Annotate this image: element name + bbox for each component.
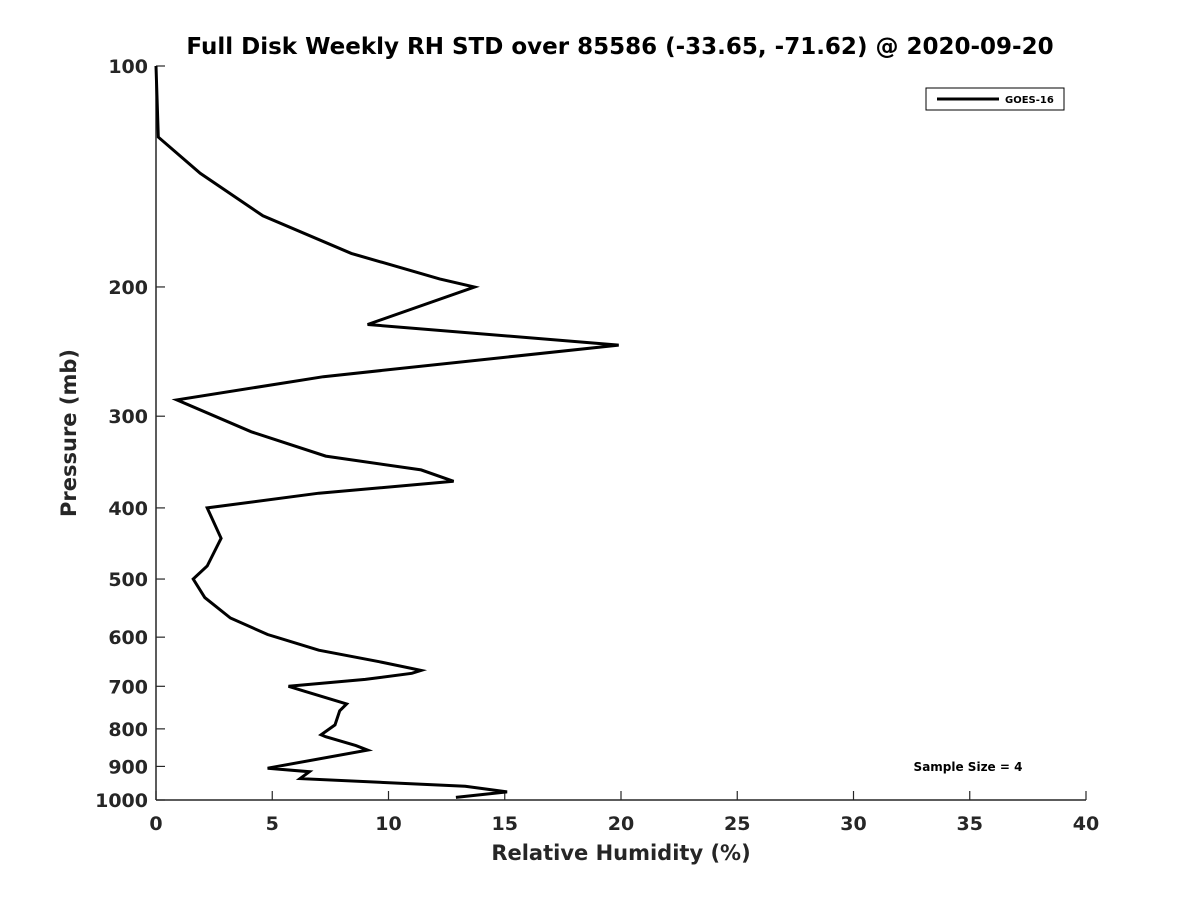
y-tick-label: 300 bbox=[108, 406, 148, 428]
x-tick-label: 15 bbox=[492, 813, 518, 835]
x-ticks: 0 5 10 15 20 25 30 35 40 bbox=[149, 791, 1099, 835]
y-tick-label: 800 bbox=[108, 719, 148, 741]
x-tick-label: 30 bbox=[840, 813, 866, 835]
y-tick-label: 100 bbox=[108, 56, 148, 78]
series-line-goes16 bbox=[154, 65, 619, 799]
x-axis-label: Relative Humidity (%) bbox=[491, 841, 750, 865]
y-tick-label: 600 bbox=[108, 627, 148, 649]
x-tick-label: 0 bbox=[149, 813, 162, 835]
chart-title: Full Disk Weekly RH STD over 85586 (-33.… bbox=[186, 34, 1053, 60]
x-tick-label: 10 bbox=[375, 813, 401, 835]
y-tick-label: 200 bbox=[108, 277, 148, 299]
x-tick-label: 40 bbox=[1073, 813, 1099, 835]
x-tick-label: 35 bbox=[957, 813, 983, 835]
y-axis-label: Pressure (mb) bbox=[57, 349, 81, 517]
legend: GOES-16 bbox=[925, 87, 1065, 111]
y-tick-label: 700 bbox=[108, 676, 148, 698]
y-tick-label: 400 bbox=[108, 498, 148, 520]
sample-size-annotation: Sample Size = 4 bbox=[914, 760, 1023, 774]
legend-label-goes16: GOES-16 bbox=[1005, 95, 1054, 106]
x-tick-label: 5 bbox=[266, 813, 279, 835]
y-tick-label: 500 bbox=[108, 569, 148, 591]
y-tick-label: 900 bbox=[108, 756, 148, 778]
x-tick-label: 25 bbox=[724, 813, 750, 835]
series-group bbox=[154, 65, 619, 799]
y-tick-label: 1000 bbox=[95, 790, 148, 812]
y-ticks: 100 200 300 400 500 600 700 800 900 1000 bbox=[95, 56, 165, 812]
x-tick-label: 20 bbox=[608, 813, 634, 835]
